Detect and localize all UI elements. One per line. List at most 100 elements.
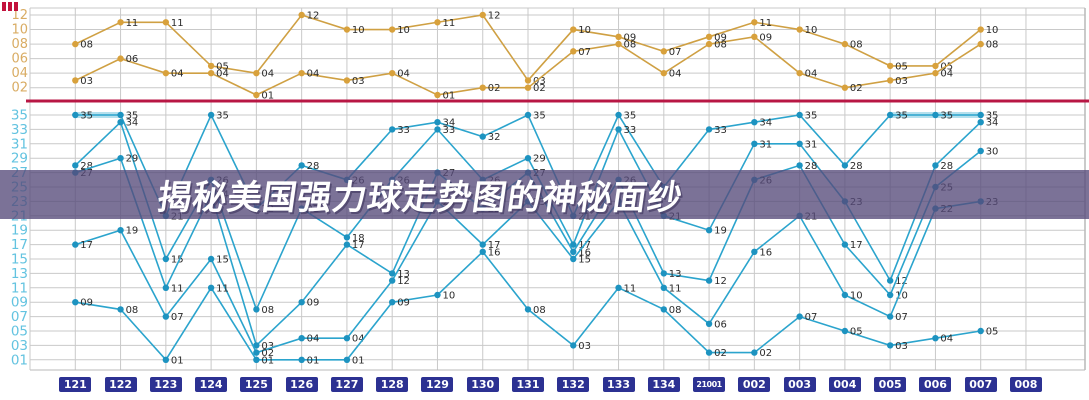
data-point-dot bbox=[886, 313, 894, 320]
data-point-label: 02 bbox=[488, 83, 501, 94]
data-point-label: 01 bbox=[442, 90, 455, 101]
data-point-dot bbox=[72, 299, 79, 306]
data-point-label: 03 bbox=[895, 341, 908, 352]
data-point-label: 28 bbox=[940, 161, 953, 172]
axis-period-124: 124 bbox=[195, 377, 228, 392]
front-zone-ytick: 17 bbox=[11, 237, 28, 253]
data-point-dot bbox=[434, 19, 441, 26]
data-point-label: 06 bbox=[714, 319, 727, 330]
data-point-dot bbox=[72, 162, 79, 169]
back-zone-ytick: 06 bbox=[11, 52, 28, 67]
data-point-dot bbox=[660, 48, 668, 55]
data-point-dot bbox=[434, 119, 441, 126]
front-zone-ytick: 03 bbox=[11, 338, 28, 354]
data-point-dot bbox=[751, 140, 758, 147]
front-zone-ytick: 31 bbox=[11, 136, 28, 152]
data-point-label: 01 bbox=[171, 355, 184, 366]
axis-period-007: 007 bbox=[964, 377, 997, 392]
data-point-dot bbox=[298, 335, 305, 342]
data-point-label: 12 bbox=[714, 276, 727, 287]
axis-period-002: 002 bbox=[738, 377, 771, 392]
axis-period-134: 134 bbox=[647, 377, 680, 392]
data-point-label: 02 bbox=[533, 83, 546, 94]
data-point-label: 33 bbox=[714, 125, 727, 136]
data-point-dot bbox=[479, 248, 486, 255]
data-point-dot bbox=[660, 69, 668, 77]
axis-period-130: 130 bbox=[466, 377, 499, 392]
data-point-label: 08 bbox=[80, 40, 93, 51]
data-point-dot bbox=[479, 133, 486, 140]
front-zone-ytick: 15 bbox=[11, 252, 28, 268]
back-zone-ytick: 12 bbox=[11, 8, 28, 23]
data-point-dot bbox=[705, 40, 713, 48]
data-point-label: 35 bbox=[533, 111, 546, 122]
data-point-label: 09 bbox=[624, 32, 637, 43]
data-point-dot bbox=[841, 327, 849, 335]
data-point-label: 04 bbox=[940, 69, 953, 80]
data-point-dot bbox=[207, 111, 215, 119]
data-point-dot bbox=[660, 306, 668, 313]
data-point-dot bbox=[660, 270, 668, 277]
back-zone-ytick: 08 bbox=[11, 37, 28, 52]
data-point-label: 35 bbox=[624, 111, 637, 122]
data-point-dot bbox=[253, 69, 260, 77]
axis-period-004: 004 bbox=[828, 377, 861, 392]
data-point-dot bbox=[932, 162, 939, 169]
data-point-dot bbox=[343, 26, 351, 33]
data-point-dot bbox=[932, 335, 939, 342]
back-zone-ytick: 10 bbox=[11, 23, 28, 38]
data-point-label: 09 bbox=[80, 298, 93, 309]
data-point-label: 12 bbox=[895, 276, 908, 287]
data-point-label: 34 bbox=[126, 118, 139, 129]
data-point-label: 28 bbox=[307, 161, 320, 172]
data-point-label: 17 bbox=[352, 240, 365, 251]
data-point-dot bbox=[253, 306, 260, 313]
data-point-label: 17 bbox=[488, 240, 501, 251]
data-point-dot bbox=[796, 313, 803, 320]
data-point-label: 31 bbox=[759, 139, 772, 150]
axis-period-008: 008 bbox=[1009, 377, 1042, 392]
data-point-dot bbox=[343, 241, 351, 248]
data-point-label: 30 bbox=[986, 147, 999, 158]
data-point-label: 01 bbox=[261, 355, 274, 366]
data-point-label: 07 bbox=[669, 47, 682, 58]
data-point-dot bbox=[343, 356, 351, 363]
data-point-dot bbox=[977, 147, 984, 155]
data-point-dot bbox=[886, 77, 894, 84]
data-point-dot bbox=[434, 126, 441, 133]
data-point-label: 03 bbox=[352, 76, 365, 87]
data-point-label: 33 bbox=[442, 125, 455, 136]
data-point-label: 05 bbox=[216, 61, 229, 72]
data-point-dot bbox=[253, 342, 260, 349]
axis-period-126: 126 bbox=[285, 377, 318, 392]
data-point-label: 08 bbox=[533, 305, 546, 316]
data-point-dot bbox=[886, 277, 894, 284]
data-point-label: 01 bbox=[261, 90, 274, 101]
data-point-label: 17 bbox=[850, 240, 863, 251]
data-point-label: 13 bbox=[397, 269, 410, 280]
data-point-label: 15 bbox=[171, 255, 184, 266]
axis-period-006: 006 bbox=[919, 377, 952, 392]
data-point-label: 05 bbox=[940, 61, 953, 72]
axis-period-122: 122 bbox=[104, 377, 137, 392]
data-point-dot bbox=[886, 111, 894, 119]
front-zone-ytick: 33 bbox=[11, 122, 28, 138]
data-point-label: 11 bbox=[216, 283, 229, 294]
data-point-label: 04 bbox=[307, 69, 320, 80]
data-point-label: 01 bbox=[352, 355, 365, 366]
data-point-dot bbox=[253, 356, 260, 363]
data-point-dot bbox=[977, 26, 984, 33]
data-point-label: 11 bbox=[126, 18, 139, 29]
data-point-dot bbox=[751, 19, 758, 26]
data-point-dot bbox=[751, 248, 758, 255]
data-point-dot bbox=[796, 69, 803, 77]
data-point-label: 05 bbox=[895, 61, 908, 72]
data-point-dot bbox=[977, 40, 984, 48]
data-point-dot bbox=[570, 255, 577, 263]
data-point-dot bbox=[434, 91, 441, 99]
data-point-label: 06 bbox=[126, 54, 139, 65]
data-point-label: 34 bbox=[986, 118, 999, 129]
data-point-label: 10 bbox=[805, 25, 818, 36]
axis-period-121: 121 bbox=[59, 377, 92, 392]
data-point-dot bbox=[388, 69, 396, 77]
